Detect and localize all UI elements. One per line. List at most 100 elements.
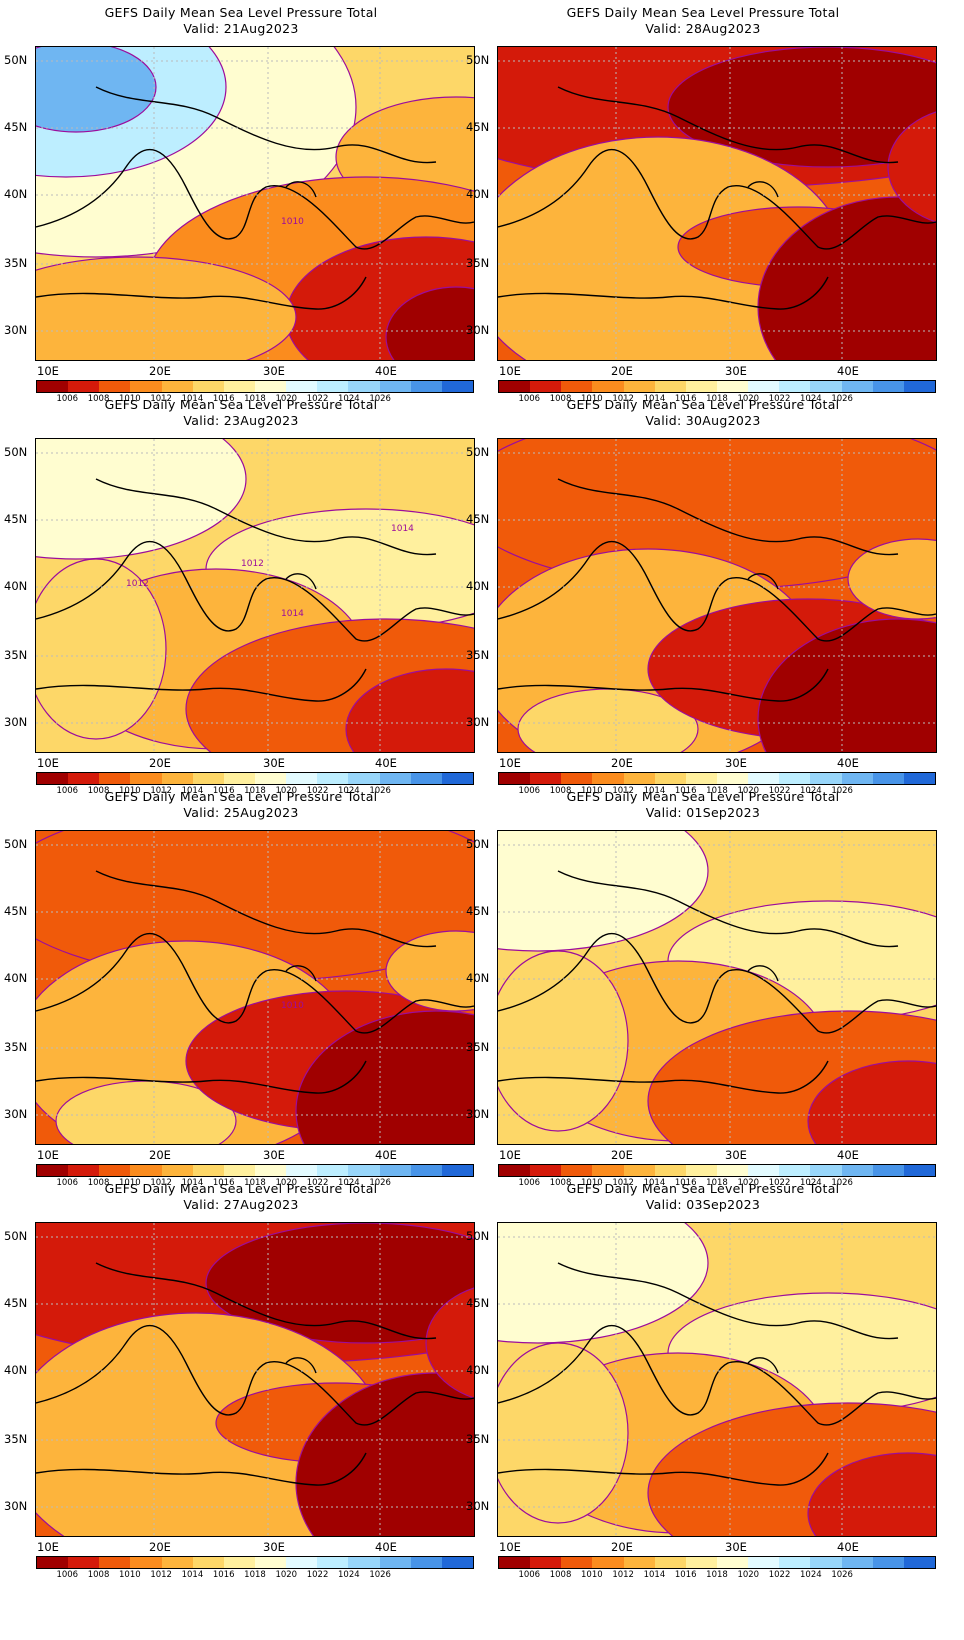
colorbar-label: 1016 bbox=[674, 1178, 697, 1188]
colorbar-label: 1012 bbox=[612, 786, 634, 796]
contour-label: 1012 bbox=[126, 579, 149, 589]
map-panel: GEFS Daily Mean Sea Level Pressure Total… bbox=[0, 392, 482, 802]
colorbar-label: 1020 bbox=[275, 394, 298, 404]
colorbar-swatch bbox=[130, 1165, 162, 1176]
colorbar-label: 1010 bbox=[581, 1570, 603, 1580]
colorbar-label: 1014 bbox=[643, 1178, 666, 1188]
pressure-field bbox=[498, 1223, 936, 1536]
longitude-tick: 30E bbox=[263, 756, 285, 770]
panel-title: GEFS Daily Mean Sea Level Pressure Total bbox=[104, 5, 378, 20]
contour-label: 1012 bbox=[241, 559, 264, 569]
colorbar-label: 1024 bbox=[338, 786, 360, 796]
panel-title: GEFS Daily Mean Sea Level Pressure Total bbox=[566, 397, 840, 412]
colorbar-label: 1010 bbox=[581, 394, 603, 404]
colorbar-swatch bbox=[130, 773, 162, 784]
pressure-contour bbox=[887, 111, 936, 223]
colorbar-swatch bbox=[561, 773, 593, 784]
colorbar-swatch bbox=[37, 773, 69, 784]
latitude-tick: 50N bbox=[466, 837, 490, 851]
colorbar-swatch bbox=[223, 1165, 255, 1176]
colorbar-swatch bbox=[779, 1165, 811, 1176]
colorbar-label: 1012 bbox=[612, 1570, 634, 1580]
colorbar-swatch bbox=[499, 1165, 531, 1176]
latitude-tick: 30N bbox=[4, 1107, 28, 1121]
pressure-contour bbox=[36, 47, 157, 133]
latitude-tick: 45N bbox=[466, 120, 490, 134]
pressure-contour bbox=[807, 1452, 936, 1536]
colorbar-swatch bbox=[872, 1557, 904, 1568]
longitude-tick: 30E bbox=[263, 1148, 285, 1162]
colorbar-swatch bbox=[254, 1165, 287, 1176]
contour-label: 1010 bbox=[281, 1001, 304, 1011]
colorbar-label: 1022 bbox=[768, 1178, 791, 1188]
latitude-tick: 40N bbox=[466, 579, 490, 593]
colorbar-label: 1014 bbox=[181, 1570, 204, 1580]
colorbar-swatch bbox=[192, 773, 224, 784]
map-panel: GEFS Daily Mean Sea Level Pressure Total… bbox=[462, 0, 944, 410]
colorbar-swatch bbox=[685, 1165, 717, 1176]
colorbar-label: 1008 bbox=[87, 394, 110, 404]
colorbar-label: 1010 bbox=[581, 1178, 603, 1188]
panel-title: GEFS Daily Mean Sea Level Pressure Total bbox=[566, 1181, 840, 1196]
longitude-tick: 20E bbox=[149, 364, 171, 378]
longitude-tick: 20E bbox=[611, 756, 633, 770]
panel-valid-date: Valid: 27Aug2023 bbox=[183, 1197, 299, 1212]
colorbar-swatch bbox=[872, 773, 904, 784]
colorbar bbox=[498, 1164, 936, 1177]
coastline bbox=[36, 86, 474, 310]
colorbar-label: 1026 bbox=[369, 1570, 391, 1580]
colorbar-swatch bbox=[530, 1557, 562, 1568]
pressure-contour bbox=[425, 1287, 474, 1399]
colorbar-swatch bbox=[68, 1165, 100, 1176]
colorbar-swatch bbox=[130, 381, 162, 392]
colorbar-swatch bbox=[317, 1165, 349, 1176]
colorbar-swatch bbox=[441, 773, 473, 784]
colorbar-swatch bbox=[37, 1557, 69, 1568]
latitude-tick: 50N bbox=[4, 53, 28, 67]
colorbar-label: 1008 bbox=[87, 1178, 110, 1188]
colorbar-label: 1014 bbox=[181, 1178, 204, 1188]
coastline bbox=[498, 478, 936, 702]
latitude-tick: 30N bbox=[4, 1499, 28, 1513]
pressure-contour bbox=[295, 1010, 474, 1144]
pressure-map bbox=[497, 46, 937, 361]
pressure-contour bbox=[847, 538, 936, 620]
colorbar-label: 1012 bbox=[612, 1178, 634, 1188]
colorbar-swatch bbox=[99, 1165, 131, 1176]
colorbar-swatch bbox=[748, 1165, 780, 1176]
latitude-tick: 35N bbox=[4, 648, 28, 662]
colorbar-swatch bbox=[716, 1165, 749, 1176]
colorbar bbox=[498, 772, 936, 785]
colorbar-swatch bbox=[379, 1165, 411, 1176]
colorbar-label: 1026 bbox=[369, 394, 391, 404]
latitude-tick: 35N bbox=[466, 648, 490, 662]
longitude-tick: 20E bbox=[611, 1540, 633, 1554]
pressure-map: 1010 bbox=[35, 830, 475, 1145]
latitude-tick: 40N bbox=[4, 579, 28, 593]
latitude-tick: 30N bbox=[4, 323, 28, 337]
latitude-tick: 50N bbox=[4, 1229, 28, 1243]
colorbar-swatch bbox=[530, 1165, 562, 1176]
colorbar-label: 1022 bbox=[768, 786, 791, 796]
colorbar-swatch bbox=[192, 381, 224, 392]
latitude-tick: 50N bbox=[466, 445, 490, 459]
colorbar-swatch bbox=[748, 1557, 780, 1568]
colorbar-label: 1018 bbox=[244, 1570, 266, 1580]
panel-title: GEFS Daily Mean Sea Level Pressure Total bbox=[104, 1181, 378, 1196]
colorbar-swatch bbox=[654, 1557, 686, 1568]
colorbar-label: 1010 bbox=[119, 1570, 141, 1580]
longitude-tick: 30E bbox=[725, 1148, 747, 1162]
map-panel: GEFS Daily Mean Sea Level Pressure Total… bbox=[462, 1176, 944, 1586]
colorbar-label: 1018 bbox=[706, 1570, 728, 1580]
colorbar-label: 1022 bbox=[306, 394, 329, 404]
colorbar-label: 1024 bbox=[338, 394, 360, 404]
pressure-field bbox=[498, 47, 936, 360]
longitude-tick: 40E bbox=[837, 364, 859, 378]
longitude-tick: 10E bbox=[37, 1148, 59, 1162]
colorbar-label: 1008 bbox=[87, 786, 110, 796]
contour-label: 1014 bbox=[391, 524, 414, 534]
longitude-tick: 10E bbox=[499, 756, 521, 770]
latitude-tick: 35N bbox=[466, 1432, 490, 1446]
colorbar-swatch bbox=[530, 381, 562, 392]
pressure-field bbox=[36, 831, 474, 1144]
